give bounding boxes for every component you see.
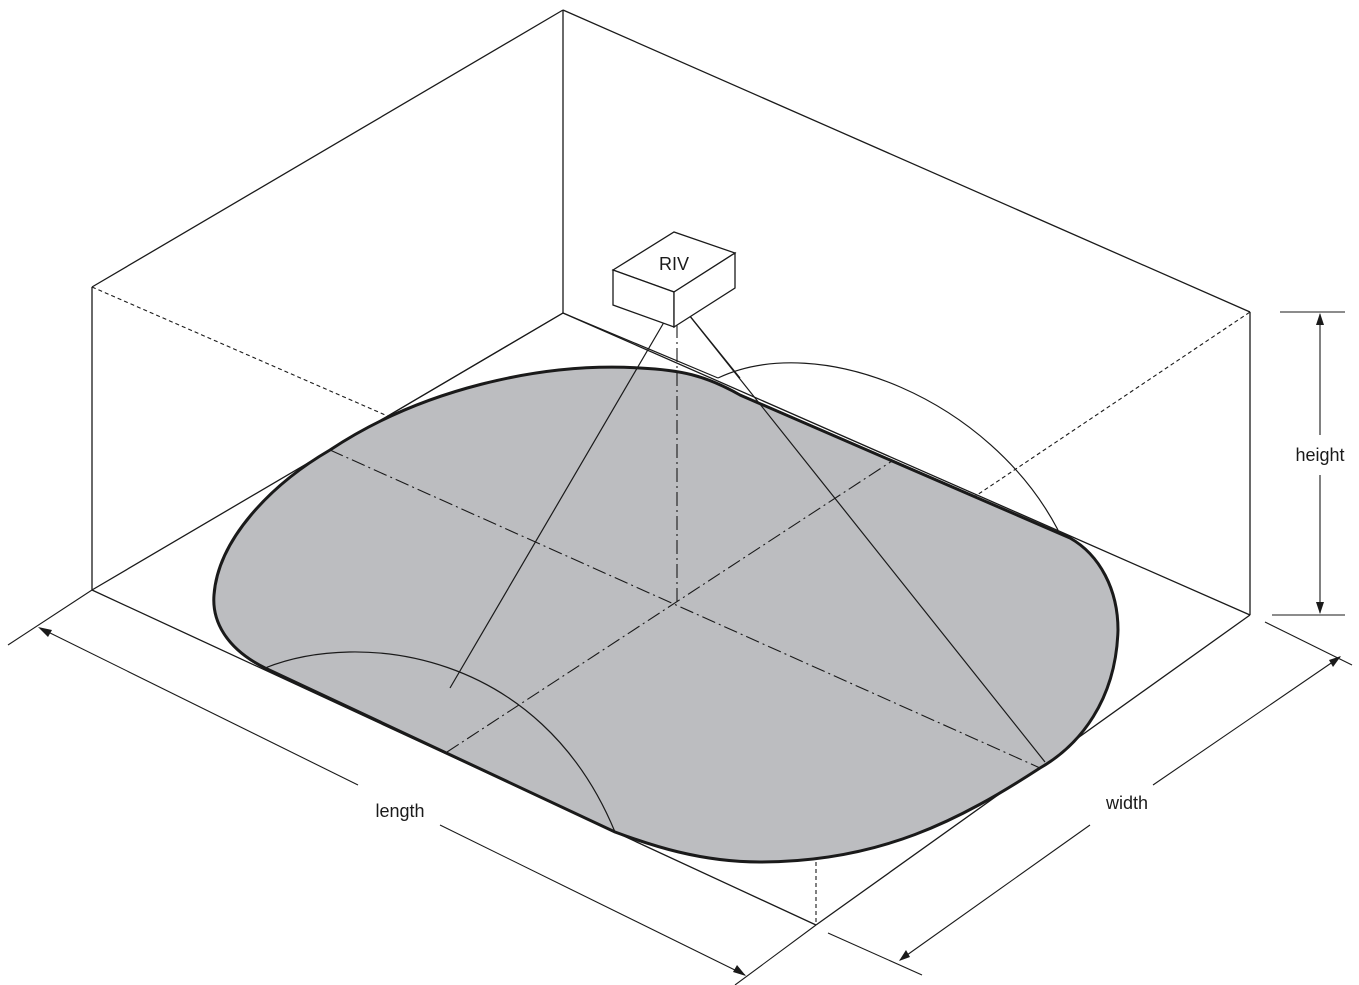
center-line-width xyxy=(446,460,893,753)
length-extension-left xyxy=(7,589,93,646)
tangent-left xyxy=(329,312,564,451)
room-floor-back-right-edge xyxy=(562,312,1251,616)
room-top-left-edge xyxy=(91,9,564,288)
width-extension-left xyxy=(827,932,923,976)
length-dimension-line-right xyxy=(439,824,746,976)
length-dimension: length xyxy=(7,589,817,985)
length-extension-right xyxy=(734,924,817,985)
width-label: width xyxy=(1105,793,1148,813)
height-dimension: height xyxy=(1272,311,1345,616)
coverage-area xyxy=(212,365,1120,864)
length-arrow-left xyxy=(38,627,52,637)
beam-line-near xyxy=(449,299,678,689)
far-wall-beam-arc xyxy=(717,362,1059,531)
width-arrow-right xyxy=(1329,656,1341,667)
height-label: height xyxy=(1295,445,1344,465)
riv-device-side xyxy=(673,251,736,329)
length-label: length xyxy=(375,801,424,821)
tangent-right xyxy=(562,312,719,379)
near-beam-arc xyxy=(264,651,616,833)
riv-device-label: RIV xyxy=(659,254,689,274)
beam-line-right xyxy=(676,299,1046,763)
width-dimension: width xyxy=(827,621,1353,976)
width-arrow-left xyxy=(899,950,910,961)
height-arrow-top xyxy=(1316,313,1324,325)
center-line-length xyxy=(329,449,1041,769)
length-arrow-right xyxy=(733,965,746,976)
width-dimension-line-left xyxy=(899,824,1091,961)
width-dimension-line-right xyxy=(1152,656,1341,786)
height-arrow-bottom xyxy=(1316,602,1324,614)
center-lines xyxy=(329,300,1041,769)
room-top-right-edge xyxy=(562,9,1251,313)
riv-device: RIV xyxy=(611,231,737,329)
length-dimension-line-left xyxy=(39,627,359,786)
